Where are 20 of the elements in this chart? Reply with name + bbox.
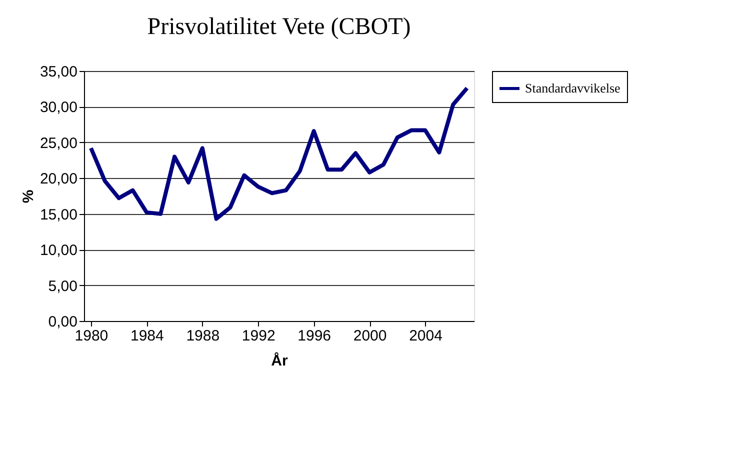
chart-title: Prisvolatilitet Vete (CBOT) [147, 14, 411, 40]
y-tick-label: 0,00 [48, 314, 78, 330]
y-tick-label: 20,00 [40, 170, 78, 188]
y-tick-label: 15,00 [40, 206, 78, 224]
y-tick-label: 30,00 [40, 99, 78, 116]
y-tick-label: 10,00 [40, 242, 78, 260]
x-axis-title: År [271, 352, 288, 370]
y-tick-label: 35,00 [40, 64, 78, 80]
line-series [88, 86, 470, 221]
x-tick-label: 2004 [409, 328, 442, 344]
y-tick-label: 25,00 [40, 134, 78, 152]
y-tick-label: 5,00 [48, 278, 78, 295]
x-tick-label: 1980 [74, 328, 108, 344]
x-tick-label: 1988 [186, 328, 220, 344]
y-axis-title: % [20, 190, 37, 204]
x-tick-label: 1996 [298, 328, 332, 344]
x-tick-label: 2000 [353, 328, 387, 344]
x-tick-label: 1992 [242, 328, 276, 344]
x-tick-label: 1984 [130, 328, 164, 344]
legend-label: Standardavvikelse [525, 80, 621, 96]
